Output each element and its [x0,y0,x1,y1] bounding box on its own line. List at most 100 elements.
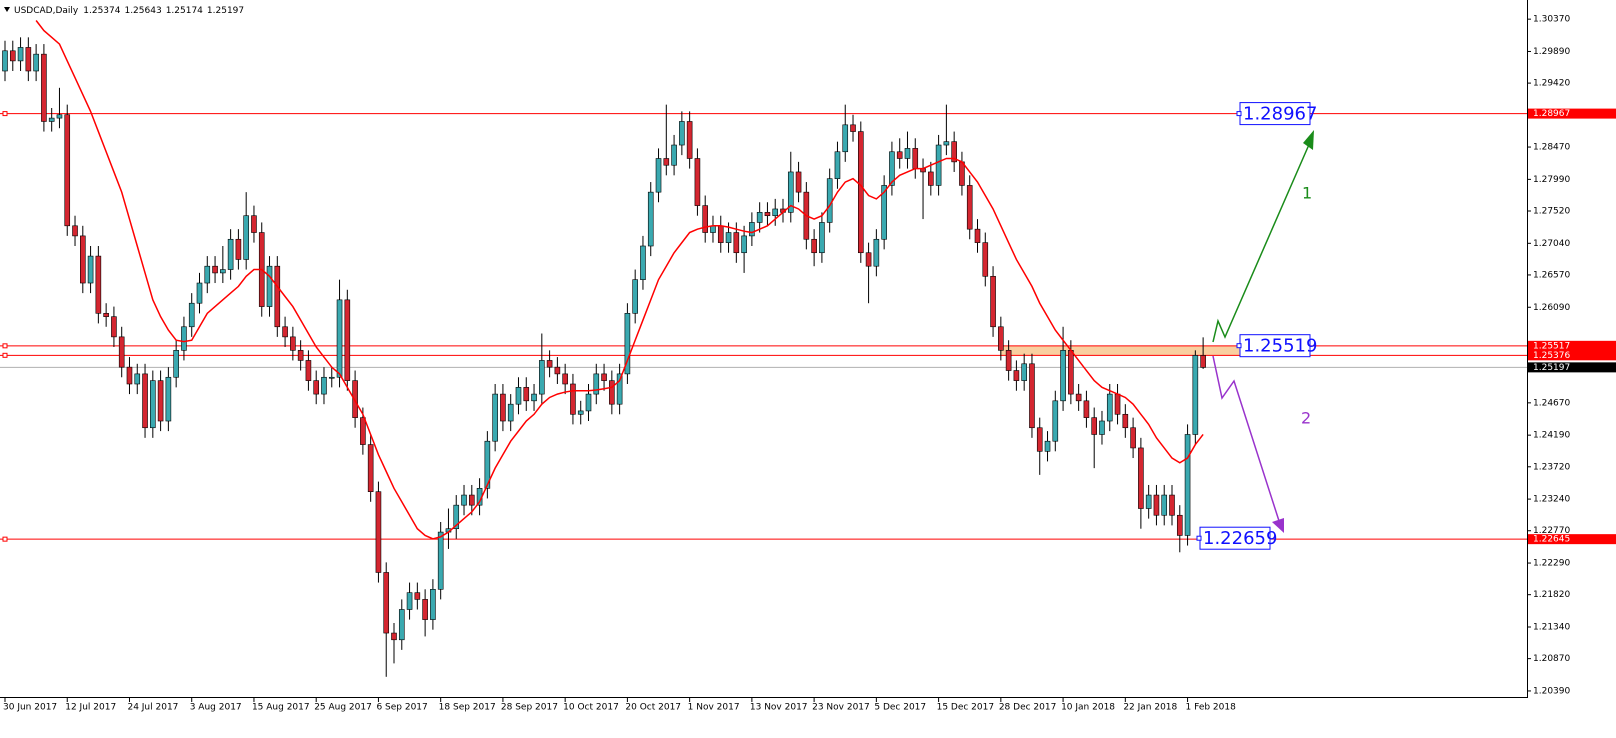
candle-body [1169,494,1175,516]
projection-arrow-down [1212,355,1281,525]
candle-body [857,131,864,254]
y-tick-label: 1.27990 [1533,175,1570,185]
price-annotation: 1.28967 [1243,104,1317,125]
candle-body [243,215,249,260]
level-axis-label: 1.25517 [1533,341,1570,351]
level-axis-box [1528,350,1616,361]
price-annotation: 1.22659 [1203,528,1277,549]
candle-body [220,269,226,274]
candle-body [694,158,701,206]
candle-body [25,47,32,72]
candle-body [500,393,506,422]
price-annotation-anchor [1236,343,1242,349]
price-annotation-anchor [1236,111,1242,117]
level-axis-label: 1.25376 [1533,351,1570,361]
price-annotation-anchor [1196,535,1202,541]
candle-body [111,316,117,338]
candle-body [1192,355,1199,435]
candle-body [188,302,195,328]
arrow-head [1272,518,1284,533]
candle-body [811,238,817,254]
candle-body [227,238,234,270]
y-tick-label: 1.20390 [1533,686,1570,696]
candle-body [585,393,592,412]
candle-body [990,275,996,328]
candle-body [1153,494,1160,516]
x-tick-label: 1 Nov 2017 [688,703,740,713]
wave-label: 2 [1301,409,1311,428]
candle-body [904,148,911,159]
candle-body [274,265,281,328]
menu-triangle[interactable] [4,7,10,12]
x-tick-label: 10 Oct 2017 [563,703,619,713]
candle-body [204,265,211,284]
candle-body [632,279,638,314]
candle-body [531,393,537,402]
candle-body [1091,417,1097,435]
candle-body [17,47,24,62]
candle-body [157,380,164,422]
y-tick-label: 1.29890 [1533,47,1570,57]
candle-body [103,313,109,317]
candle-body [1044,440,1051,452]
y-tick-label: 1.23720 [1533,462,1570,472]
candle-body [935,144,942,186]
x-tick-label: 3 Aug 2017 [190,703,242,713]
candle-body [95,255,102,314]
candle-body [982,242,989,277]
quote-high: 1.25643 [124,6,161,16]
candle-body [383,572,390,634]
x-tick-label: 5 Dec 2017 [874,703,926,713]
candle-body [150,380,156,429]
candle-body [305,360,312,381]
candle-body [196,282,203,304]
candle-body [702,205,709,233]
y-tick-label: 1.27520 [1533,206,1570,216]
y-tick-label: 1.22770 [1533,526,1570,536]
bid-axis-label: 1.25197 [1533,363,1570,373]
candle-body [181,326,187,351]
candle-body [212,265,218,274]
level-marker [2,536,8,542]
candle-body [1029,363,1035,429]
candle-body [251,215,257,233]
candle-body [9,50,16,62]
candle-body [896,151,903,159]
candle-body [772,208,779,217]
candle-body [1060,350,1066,402]
candle-body [889,151,895,186]
candle-body [313,380,320,395]
candle-body [881,185,887,240]
y-tick-label: 1.30370 [1533,15,1570,25]
candle-body [1200,355,1206,368]
y-tick-label: 1.20870 [1533,654,1570,664]
quote-close: 1.25197 [207,6,244,16]
y-tick-label: 1.27040 [1533,239,1570,249]
candle-body [523,387,530,402]
candle-body [33,53,39,72]
candle-body [795,171,802,193]
candle-body [64,114,71,227]
candle-body [1130,427,1136,449]
candle-body [819,222,825,254]
candle-body [484,440,491,489]
candle-body [787,171,794,213]
candle-body [717,225,724,243]
candle-body [1083,400,1090,418]
candle-body [1122,413,1129,429]
candle-body [671,144,677,166]
candle-body [468,494,475,506]
level-axis-label: 1.28967 [1533,109,1570,119]
candle-body [1005,350,1012,371]
candle-body [679,121,685,146]
x-tick-label: 6 Sep 2017 [376,703,427,713]
candle-body [142,373,148,429]
level-axis-label: 1.22645 [1533,535,1570,545]
candle-body [290,336,296,351]
candle-body [998,326,1004,351]
moving-average [35,20,1204,540]
candle-body [134,373,141,385]
candle-body [282,326,288,338]
candle-body [297,350,304,361]
candle-body [834,151,841,179]
